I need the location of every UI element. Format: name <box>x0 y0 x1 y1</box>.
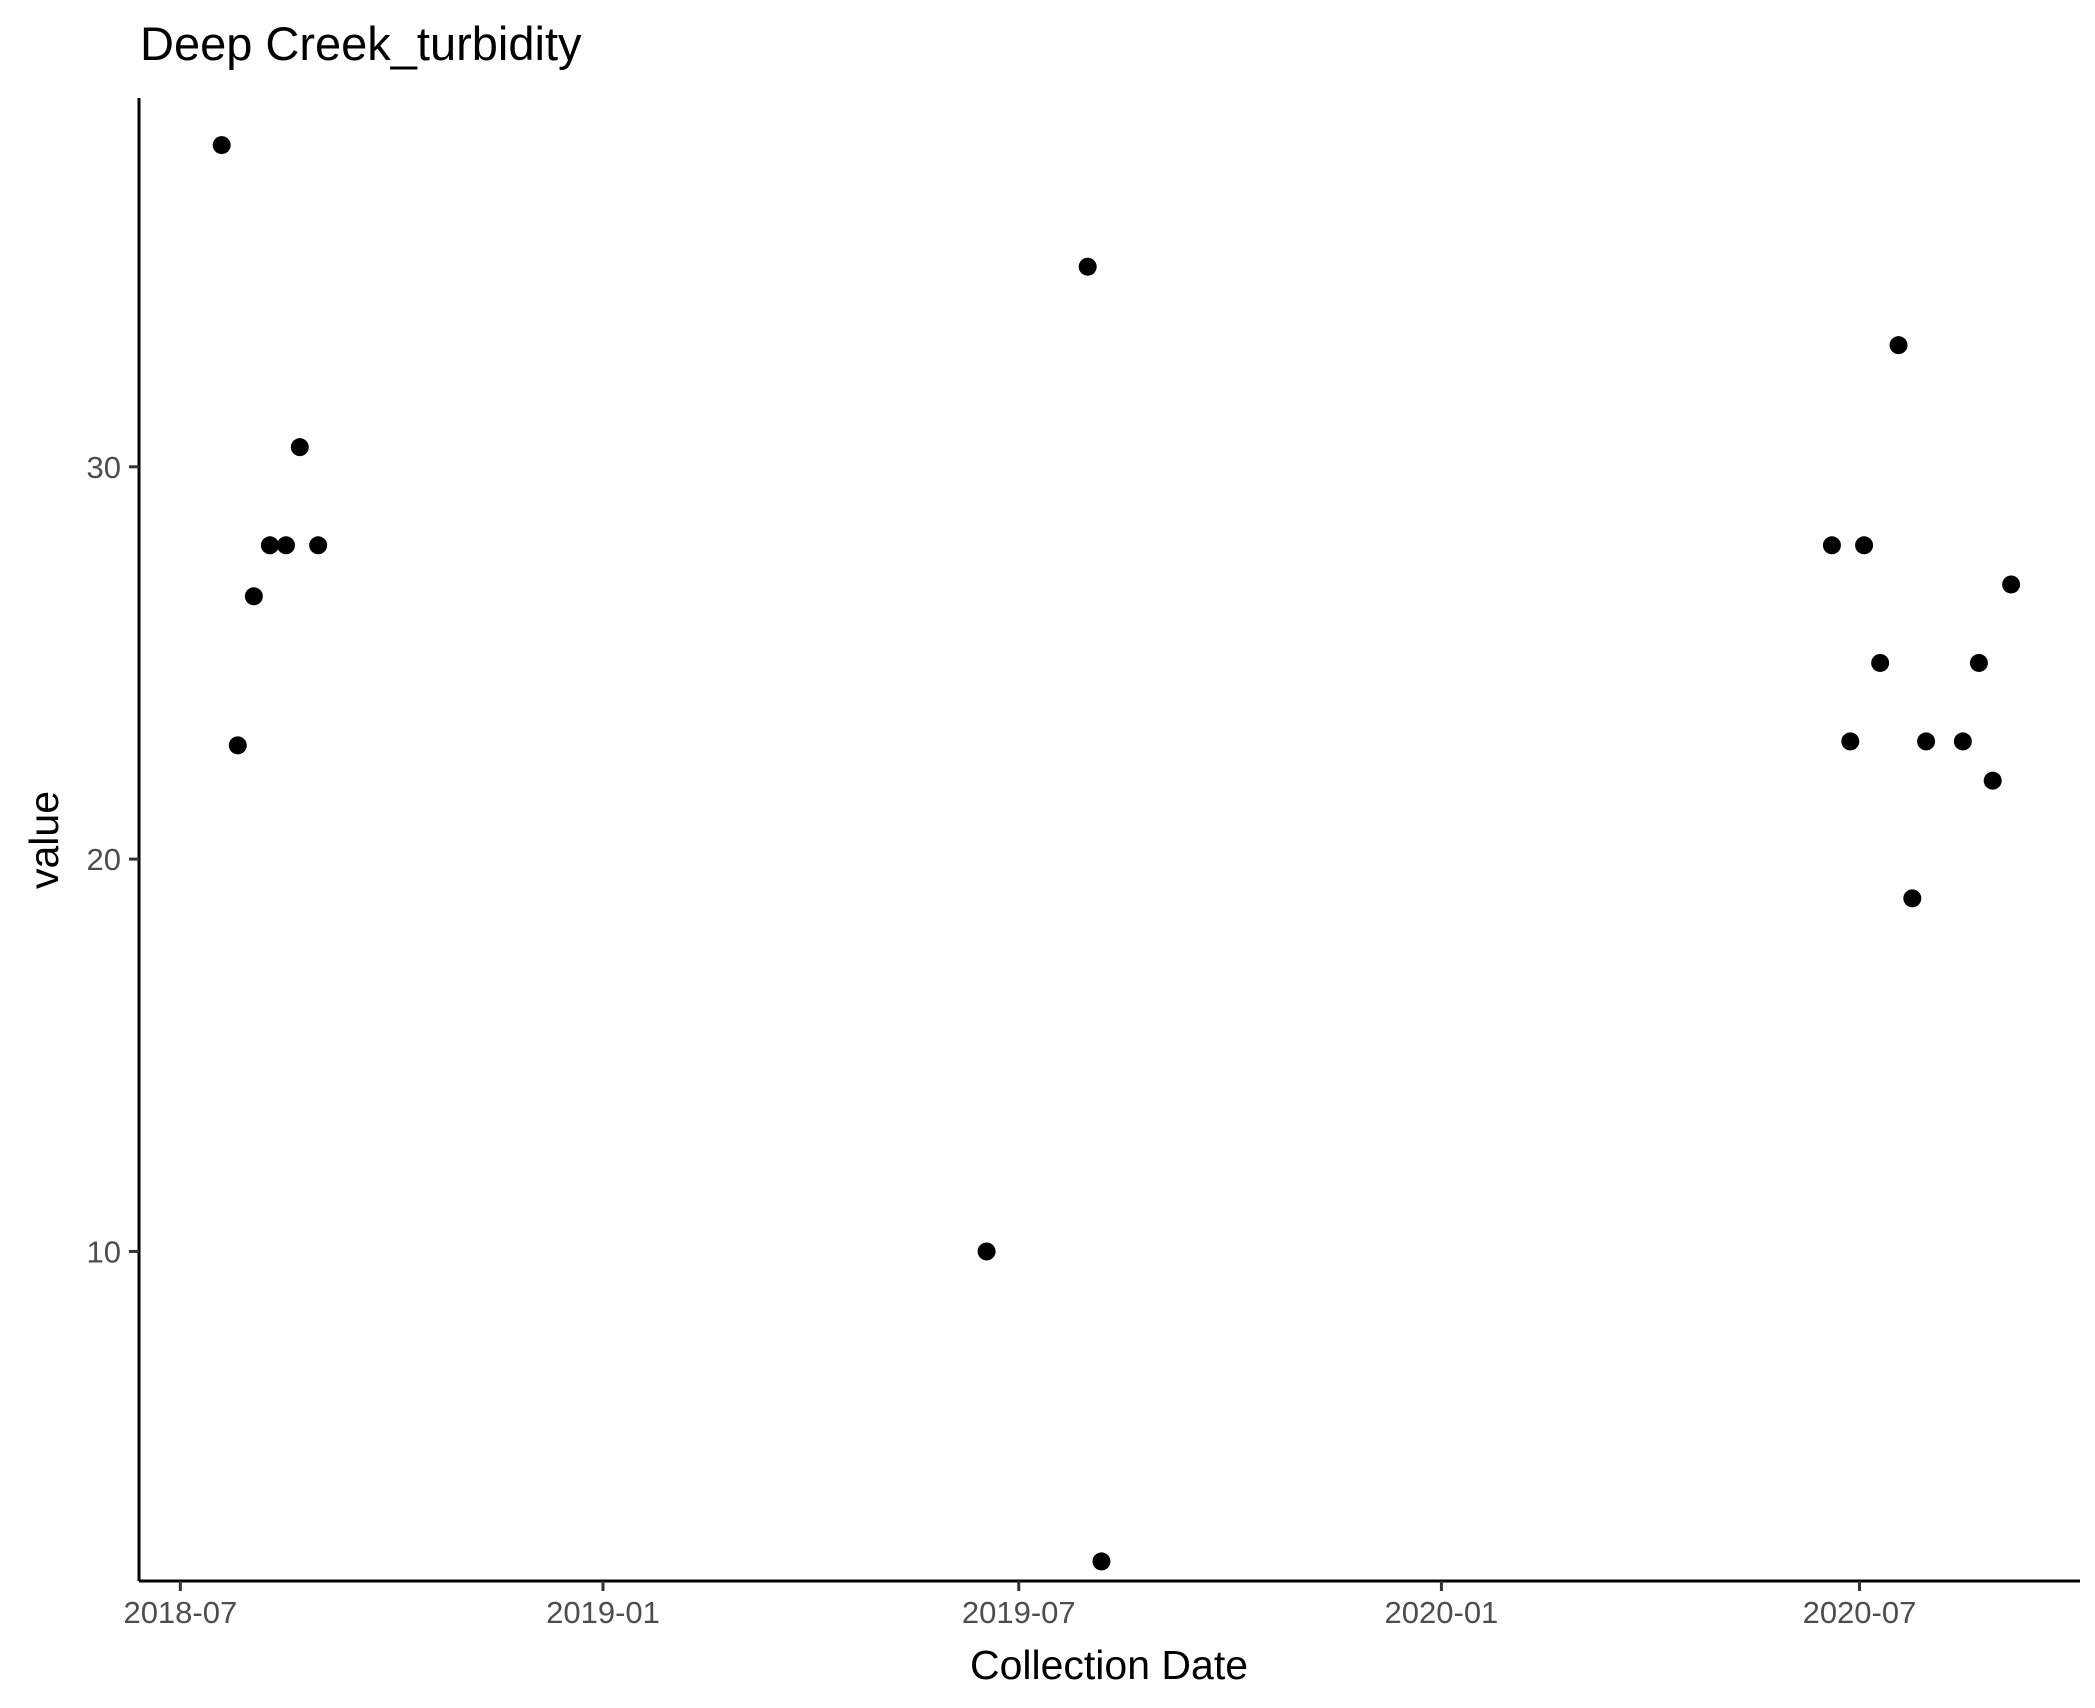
x-axis-title: Collection Date <box>970 1642 1248 1688</box>
data-point-0-20 <box>2002 575 2021 594</box>
y-tick-label-2: 30 <box>87 450 121 485</box>
x-tick-label-1: 2019-01 <box>546 1595 660 1630</box>
data-point-0-17 <box>1953 732 1972 751</box>
y-tick-label-0: 10 <box>87 1234 121 1269</box>
data-point-0-10 <box>1822 536 1841 555</box>
data-point-0-1 <box>228 736 247 755</box>
data-point-0-16 <box>1917 732 1936 751</box>
x-axis-ticks: 2018-07 2019-01 2019-07 2020-01 2020-07 <box>123 1581 1916 1630</box>
x-tick-label-4: 2020-07 <box>1803 1595 1917 1630</box>
data-point-0-15 <box>1903 889 1922 908</box>
data-point-0-7 <box>977 1242 996 1261</box>
x-tick-label-2: 2019-07 <box>962 1595 1076 1630</box>
data-point-0-18 <box>1969 653 1988 672</box>
data-points <box>212 136 2021 1571</box>
x-tick-label-0: 2018-07 <box>123 1595 237 1630</box>
y-tick-label-1: 20 <box>87 842 121 877</box>
data-point-0-5 <box>290 438 309 457</box>
data-point-0-12 <box>1855 536 1874 555</box>
x-tick-label-3: 2020-01 <box>1385 1595 1499 1630</box>
data-point-0-8 <box>1078 257 1097 276</box>
y-axis-title: value <box>21 791 67 889</box>
y-axis-ticks: 10 20 30 <box>87 450 139 1269</box>
data-point-0-3 <box>260 536 279 555</box>
data-point-0-2 <box>244 587 263 606</box>
data-point-0-19 <box>1983 771 2002 790</box>
data-point-0-9 <box>1092 1552 1111 1571</box>
data-point-0-4 <box>277 536 296 555</box>
data-point-0-14 <box>1889 336 1908 355</box>
chart-title: Deep Creek_turbidity <box>140 17 582 70</box>
data-point-0-0 <box>212 136 231 155</box>
data-point-0-11 <box>1841 732 1860 751</box>
data-point-0-13 <box>1871 653 1890 672</box>
data-point-0-6 <box>309 536 328 555</box>
